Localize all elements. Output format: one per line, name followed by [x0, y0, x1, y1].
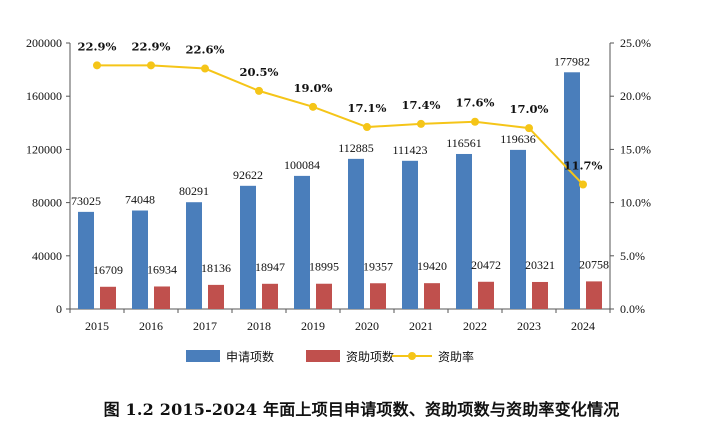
label-applications: 116561 [446, 136, 482, 150]
label-funding-rate: 19.0% [294, 81, 333, 95]
bar-applications [456, 153, 472, 309]
x-tick-label: 2019 [301, 319, 325, 333]
figure-caption: 图 1.2 2015-2024 年面上项目申请项数、资助项数与资助率变化情况 [103, 400, 620, 419]
bar-funded [370, 283, 386, 309]
label-funded: 19357 [363, 259, 393, 273]
line-funding-rate [97, 64, 584, 186]
data-labels: 73025 16709 74048 16934 80291 18136 92622 18947… [71, 39, 609, 276]
bar-funded [316, 283, 332, 309]
bar-funded [262, 283, 278, 309]
y-left-tick-label: 200000 [26, 36, 62, 50]
label-funding-rate: 17.6% [456, 96, 495, 110]
bar-applications [132, 210, 148, 309]
point-funding-rate [201, 64, 209, 73]
bar-applications [186, 202, 202, 309]
label-funding-rate: 17.4% [402, 98, 441, 112]
legend-swatch-applications [186, 350, 220, 362]
legend-swatch-funded [306, 350, 340, 362]
label-funded: 18136 [201, 261, 231, 275]
point-funding-rate [363, 123, 371, 132]
x-tick-label: 2024 [571, 319, 595, 333]
label-funded: 16709 [93, 263, 123, 277]
bar-funded [532, 281, 548, 309]
x-tick-label: 2021 [409, 319, 433, 333]
legend-label-applications: 申请项数 [226, 349, 274, 364]
chart-axes: 0 40000 80000 120000 160000 200000 0.0% 5.0% 10.… [26, 36, 651, 333]
label-applications: 112885 [338, 141, 374, 155]
point-funding-rate [93, 61, 101, 70]
label-funding-rate: 22.6% [186, 43, 225, 57]
label-funded: 20321 [525, 258, 555, 272]
legend-label-rate: 资助率 [438, 349, 474, 364]
legend-label-funded: 资助项数 [346, 349, 394, 364]
bar-series [78, 72, 602, 310]
bar-applications [510, 149, 526, 309]
point-funding-rate [525, 124, 533, 133]
point-funding-rate [147, 61, 155, 70]
combo-chart: 0 40000 80000 120000 160000 200000 0.0% 5.0% 10.… [26, 36, 651, 364]
y-right-tick-label: 20.0% [620, 89, 651, 103]
point-funding-rate [255, 86, 263, 95]
y-right-tick-label: 25.0% [620, 36, 651, 50]
y-left-tick-label: 0 [56, 302, 62, 316]
point-funding-rate [579, 180, 587, 189]
label-funding-rate: 17.1% [348, 101, 387, 115]
bar-applications [348, 158, 364, 309]
bar-funded [478, 281, 494, 309]
bar-funded [100, 286, 116, 309]
bar-applications [402, 160, 418, 309]
point-funding-rate [417, 119, 425, 128]
label-funding-rate: 22.9% [132, 39, 171, 53]
y-right-tick-label: 15.0% [620, 142, 651, 156]
label-funded: 18995 [309, 260, 339, 274]
label-applications: 74048 [125, 193, 155, 207]
x-tick-label: 2018 [247, 319, 271, 333]
label-applications: 177982 [554, 54, 590, 68]
x-tick-label: 2015 [85, 319, 109, 333]
label-funding-rate: 22.9% [78, 39, 117, 53]
bar-funded [208, 284, 224, 309]
bar-funded [424, 283, 440, 309]
label-funded: 18947 [255, 260, 285, 274]
y-right-tick-label: 5.0% [620, 249, 645, 263]
line-series [93, 61, 587, 189]
label-applications: 80291 [179, 184, 209, 198]
legend-swatch-rate-marker [408, 352, 416, 360]
label-funded: 16934 [147, 262, 177, 276]
label-applications: 119636 [500, 132, 536, 146]
label-funded: 20758 [579, 257, 609, 271]
bar-applications [564, 72, 580, 310]
label-applications: 100084 [284, 158, 320, 172]
y-left-tick-label: 80000 [32, 196, 62, 210]
y-right-tick-label: 10.0% [620, 196, 651, 210]
y-left-tick-label: 160000 [26, 89, 62, 103]
y-left-tick-label: 120000 [26, 142, 62, 156]
label-applications: 111423 [392, 143, 427, 157]
label-funding-rate: 11.7% [564, 159, 603, 173]
x-tick-label: 2020 [355, 319, 379, 333]
point-funding-rate [309, 102, 317, 111]
label-funding-rate: 20.5% [240, 65, 279, 79]
label-funding-rate: 17.0% [510, 102, 549, 116]
x-tick-label: 2022 [463, 319, 487, 333]
label-applications: 92622 [233, 168, 263, 182]
x-tick-label: 2016 [139, 319, 163, 333]
y-left-tick-label: 40000 [32, 249, 62, 263]
x-tick-label: 2017 [193, 319, 217, 333]
bar-applications [240, 185, 256, 309]
point-funding-rate [471, 117, 479, 126]
label-funded: 19420 [417, 259, 447, 273]
bar-funded [586, 281, 602, 309]
bar-applications [78, 211, 94, 309]
bar-funded [154, 286, 170, 309]
legend: 申请项数 资助项数 资助率 [186, 349, 474, 364]
x-tick-label: 2023 [517, 319, 541, 333]
y-right-tick-label: 0.0% [620, 302, 645, 316]
label-funded: 20472 [471, 258, 501, 272]
bar-applications [294, 175, 310, 309]
label-applications: 73025 [71, 194, 101, 208]
